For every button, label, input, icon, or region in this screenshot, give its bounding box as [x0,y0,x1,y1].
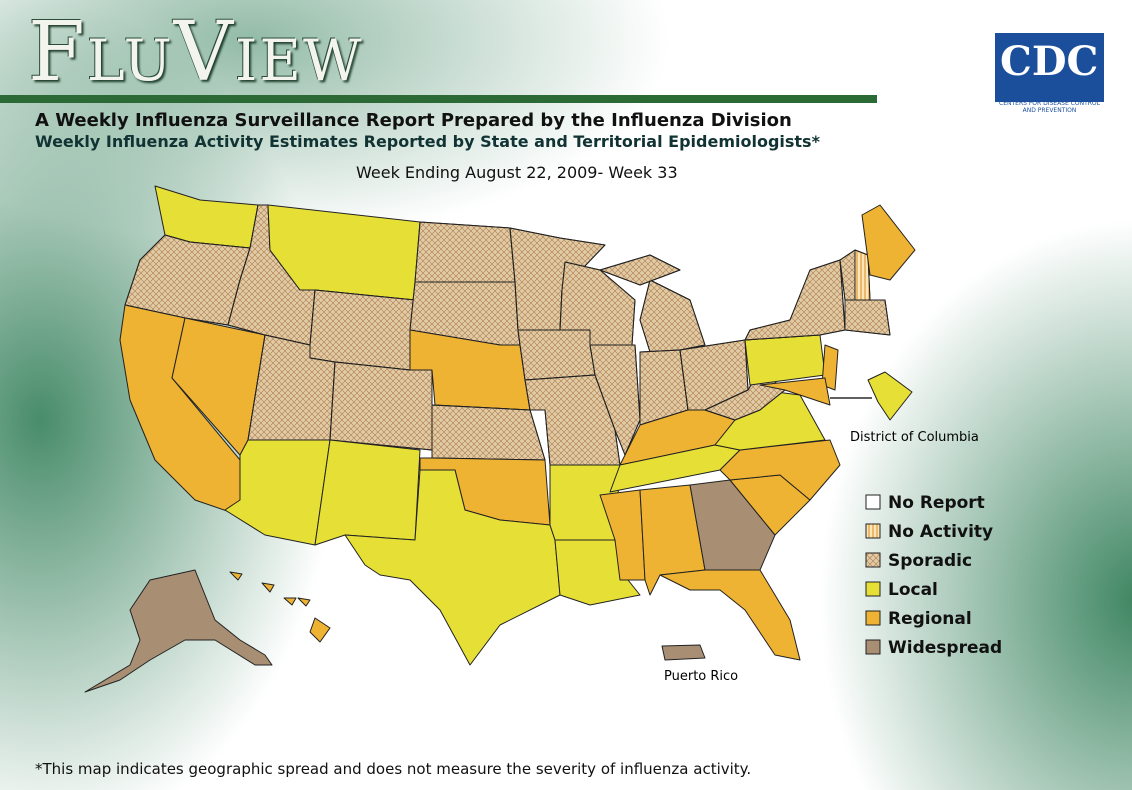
legend: No Report No Activity Sporadic Local Regiona… [865,493,1002,658]
state-pattern [599,254,681,286]
state [344,469,561,666]
week: Week Ending August 22, 2009- Week 33 [356,163,678,182]
state [599,489,646,581]
state [261,582,275,593]
title: FluView [28,5,364,100]
subtitle: A Weekly Influenza Surveillance Report P… [35,110,792,131]
territory [661,644,706,661]
state [861,204,916,281]
legend-swatch [865,610,881,626]
state-pattern [639,279,706,353]
legend-label: Local [888,580,938,600]
state [689,479,776,571]
state-pattern [517,329,596,381]
map-label: Puerto Rico [664,669,738,684]
legend-swatch-pattern [865,552,881,568]
legend-swatch-pattern [865,523,881,539]
state [297,597,311,607]
state [821,344,839,391]
legend-label: No Report [888,493,985,513]
state [224,439,331,546]
state [309,617,331,643]
state [744,334,826,386]
state [229,571,243,581]
legend-label: No Activity [888,522,993,542]
state-pattern [844,299,891,336]
logo-caption: Centers for Disease Control and Preventi… [999,100,1100,114]
legend-label: Regional [888,609,972,629]
state-pattern [309,289,416,371]
title-bar [0,95,877,103]
legend-label: Sporadic [888,551,972,571]
legend-swatch [865,581,881,597]
state-pattern [431,404,546,461]
state [314,439,421,546]
state-pattern [744,259,846,341]
logo [995,33,1104,102]
state [283,597,297,606]
logo-text: CDC [1000,38,1099,85]
map-label: District of Columbia [850,430,979,445]
state-pattern [414,221,516,283]
legend-label: Widespread [888,638,1002,658]
state [659,569,801,661]
legend-swatch [865,639,881,655]
state-pattern [329,361,433,451]
footnote: *This map indicates geographic spread an… [35,760,752,778]
district [867,371,913,421]
state [759,377,831,406]
legend-swatch [865,494,881,510]
state [84,569,273,693]
states [84,185,916,693]
description: Weekly Influenza Activity Estimates Repo… [35,132,820,151]
